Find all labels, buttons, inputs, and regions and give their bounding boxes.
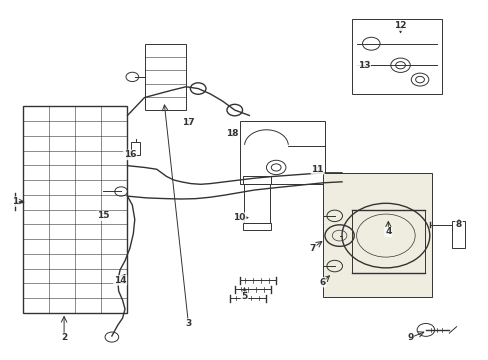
Bar bbox=[131, 142, 140, 155]
Bar bbox=[22, 107, 127, 313]
Text: 5: 5 bbox=[241, 292, 247, 301]
Text: 7: 7 bbox=[309, 244, 315, 253]
Text: 3: 3 bbox=[185, 319, 191, 328]
Text: 9: 9 bbox=[407, 333, 413, 342]
Text: 14: 14 bbox=[114, 276, 126, 285]
Bar bbox=[144, 44, 185, 110]
Text: 13: 13 bbox=[357, 61, 369, 70]
Bar bbox=[351, 19, 441, 94]
Text: 6: 6 bbox=[319, 278, 325, 287]
Bar bbox=[451, 221, 465, 248]
Bar bbox=[239, 121, 325, 184]
Text: 2: 2 bbox=[61, 333, 67, 342]
Text: 1: 1 bbox=[12, 197, 19, 206]
Text: 15: 15 bbox=[97, 211, 109, 220]
Bar bbox=[322, 173, 431, 297]
Text: 10: 10 bbox=[233, 213, 245, 222]
Text: 17: 17 bbox=[182, 118, 194, 127]
Text: 12: 12 bbox=[393, 21, 406, 30]
Text: 11: 11 bbox=[311, 165, 323, 174]
Text: 8: 8 bbox=[455, 220, 461, 229]
Bar bbox=[243, 176, 271, 184]
Bar bbox=[244, 184, 269, 223]
Text: 4: 4 bbox=[385, 228, 391, 237]
Bar bbox=[243, 223, 271, 230]
Text: 18: 18 bbox=[225, 129, 238, 138]
Text: 16: 16 bbox=[123, 150, 136, 159]
